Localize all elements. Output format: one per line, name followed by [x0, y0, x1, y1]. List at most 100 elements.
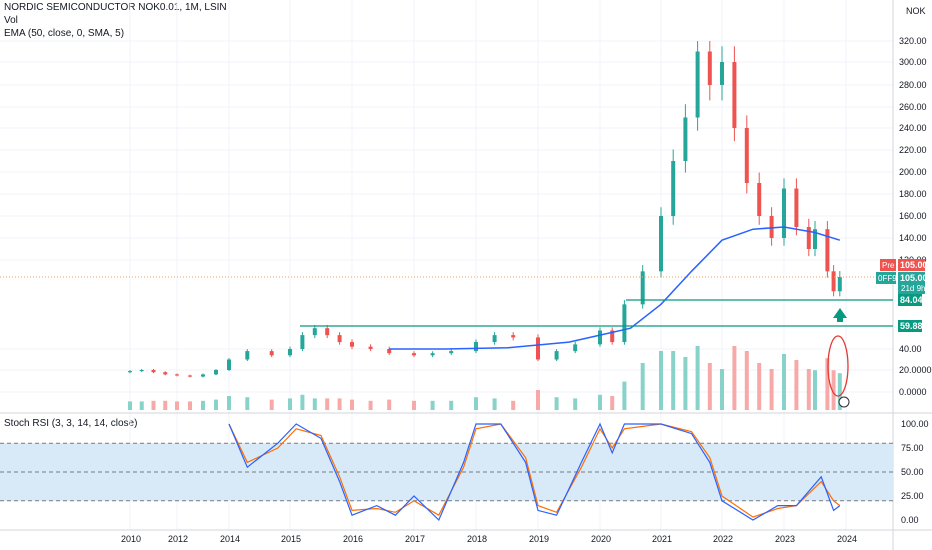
candle-body: [288, 349, 292, 356]
volume-bar: [474, 397, 478, 410]
candle-body: [659, 216, 663, 272]
volume-bar: [492, 398, 497, 410]
volume-bar: [720, 369, 724, 410]
pre-tag-badge: [880, 259, 896, 271]
candle-body: [554, 351, 559, 360]
time-tick: 2023: [775, 534, 795, 544]
volume-bar: [837, 373, 842, 410]
time-tick: 2024: [837, 534, 857, 544]
volume-legend[interactable]: Vol: [4, 15, 18, 26]
volume-bar: [536, 390, 540, 410]
candles: [128, 41, 842, 378]
price-tick: 300.00: [899, 57, 927, 67]
candle-body: [806, 227, 811, 249]
volume-bar: [695, 346, 700, 410]
candle-body: [695, 51, 700, 118]
stoch-tick: 100.00: [901, 419, 929, 429]
countdown-text: 21d 9h: [901, 284, 925, 293]
price-tick: 260.00: [899, 102, 927, 112]
time-tick: 2019: [529, 534, 549, 544]
candle-body: [300, 335, 305, 349]
ticker-badge: [876, 272, 896, 284]
volume-bar: [227, 396, 231, 410]
candle-body: [813, 229, 817, 249]
volume-bar: [368, 400, 373, 410]
level1-text: 84.04: [900, 295, 923, 305]
stoch-tick: 0.00: [901, 515, 919, 525]
volume-bar: [598, 394, 602, 410]
candle-body: [757, 183, 762, 216]
candle-body: [430, 353, 435, 356]
stoch-tick: 50.00: [901, 467, 924, 477]
candle-body: [573, 344, 578, 352]
candle-body: [350, 342, 354, 347]
volume-bar: [139, 401, 144, 410]
candle-body: [474, 342, 478, 352]
volume-bar: [128, 401, 132, 410]
volume-bar: [744, 351, 749, 410]
price-tick: 140.00: [899, 233, 927, 243]
candle-body: [707, 51, 712, 85]
volume-bar: [201, 400, 205, 410]
price-tick: 220.00: [899, 145, 927, 155]
time-tick: 2020: [591, 534, 611, 544]
price-tick: 280.00: [899, 80, 927, 90]
volume-bar: [511, 400, 516, 410]
candle-body: [744, 128, 749, 183]
volume-bar: [387, 399, 392, 410]
price-tick: 320.00: [899, 36, 927, 46]
candle-body: [139, 370, 144, 372]
candle-body: [492, 335, 497, 343]
candle-body: [671, 161, 676, 216]
stoch-k-line: [228, 422, 841, 522]
candle-body: [769, 216, 774, 238]
volume-bar: [337, 398, 342, 410]
level1-badge: [898, 294, 922, 306]
candle-body: [622, 304, 627, 343]
volume-bar: [794, 360, 799, 410]
volume-bar: [449, 400, 454, 410]
time-tick: 2018: [467, 534, 487, 544]
volume-bar: [659, 351, 663, 410]
candle-body: [188, 375, 192, 377]
volume-bar: [671, 351, 676, 410]
highlight-ellipse: [827, 335, 849, 397]
price-tick: 40.00: [899, 344, 922, 354]
volume-bars: [128, 346, 842, 410]
volume-bar: [325, 398, 330, 410]
level2-badge: [898, 320, 922, 332]
volume-bar: [175, 401, 179, 410]
volume-bar: [825, 358, 830, 410]
candle-body: [598, 330, 602, 345]
price-tick: 200.00: [899, 167, 927, 177]
lightning-icon: [838, 396, 850, 408]
stoch-tick: 25.00: [901, 491, 924, 501]
candle-body: [163, 372, 168, 375]
candle-body: [831, 271, 836, 292]
stoch-rsi-legend[interactable]: Stoch RSI (3, 3, 14, 14, close): [4, 418, 138, 429]
candle-body: [794, 188, 799, 227]
ticker-text: 0FF9: [878, 274, 897, 283]
volume-bar: [640, 363, 645, 410]
volume-bar: [831, 370, 836, 410]
ema-legend[interactable]: EMA (50, close, 0, SMA, 5): [4, 28, 125, 39]
volume-bar: [151, 400, 156, 410]
volume-bar: [288, 398, 292, 410]
ema-line: [389, 226, 841, 350]
currency-label: NOK: [906, 6, 926, 16]
candle-body: [201, 374, 205, 377]
candle-body: [245, 351, 250, 360]
stoch-tick: 75.00: [901, 443, 924, 453]
volume-bar: [350, 399, 354, 410]
candle-body: [720, 62, 724, 85]
symbol-title[interactable]: NORDIC SEMICONDUCTOR NOK0.01, 1M, LSIN: [4, 2, 227, 13]
price-tick: 160.00: [899, 211, 927, 221]
price-tick: 20.0000: [899, 365, 932, 375]
level2-text: 59.88: [900, 321, 923, 331]
up-arrow-icon: [833, 308, 847, 322]
volume-bar: [163, 400, 168, 410]
last-price-badge: [898, 272, 925, 294]
candle-body: [412, 353, 416, 356]
